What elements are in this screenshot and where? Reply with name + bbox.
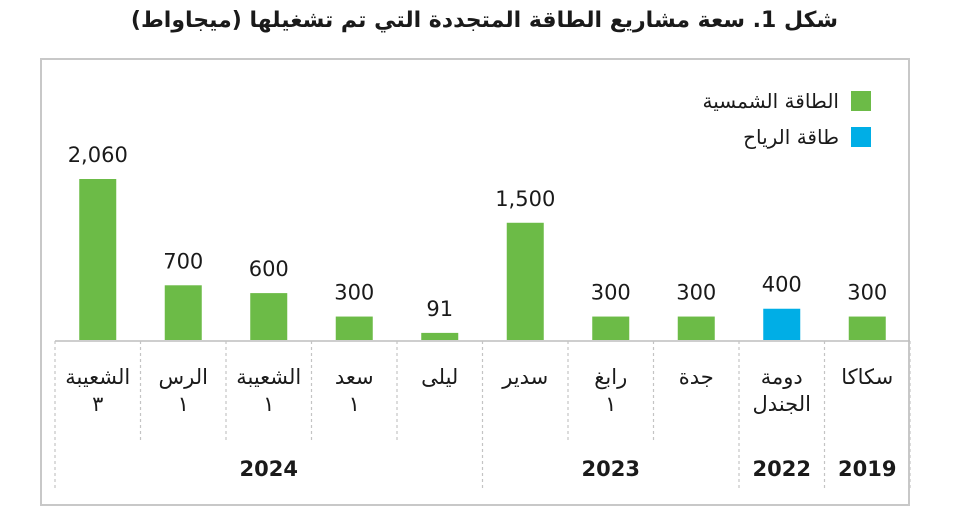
legend-swatch-solar (851, 91, 871, 111)
year-label-2022: 2022 (753, 457, 811, 481)
category-label-5: ليلى (421, 365, 458, 389)
data-label-6: 1,500 (495, 187, 555, 211)
category-label-4: سعد ١ (335, 365, 374, 416)
bar-4 (335, 316, 373, 340)
category-label-1: الشعيبة ٣ (65, 365, 130, 416)
year-label-2023: 2023 (582, 457, 640, 481)
data-label-3: 600 (249, 257, 289, 281)
data-label-9: 400 (762, 273, 802, 297)
bar-5 (421, 332, 459, 340)
legend-label-solar: الطاقة الشمسية (702, 89, 839, 113)
category-label-3: الشعيبة ١ (236, 365, 301, 416)
category-label-2: الرس ١ (159, 365, 208, 416)
category-label-10: سكاكا (841, 365, 893, 389)
legend-item-wind: طاقة الرياح (703, 119, 871, 155)
data-label-7: 300 (591, 281, 631, 305)
category-label-8: جدة (679, 365, 714, 389)
category-label-7: رابغ ١ (594, 365, 627, 416)
bar-7 (592, 316, 630, 340)
legend-item-solar: الطاقة الشمسية (703, 83, 871, 119)
data-label-8: 300 (676, 281, 716, 305)
bar-3 (250, 293, 288, 340)
legend-label-wind: طاقة الرياح (743, 125, 839, 149)
bar-1 (79, 179, 117, 340)
data-label-2: 700 (163, 249, 203, 273)
year-label-2024: 2024 (240, 457, 298, 481)
bar-2 (164, 285, 202, 340)
bar-6 (506, 222, 544, 340)
bar-10 (848, 316, 886, 340)
data-label-5: 91 (426, 297, 453, 321)
legend-swatch-wind (851, 127, 871, 147)
chart-title: شكل 1. سعة مشاريع الطاقة المتجددة التي ت… (130, 8, 839, 33)
bar-8 (677, 316, 715, 340)
legend: الطاقة الشمسية طاقة الرياح (703, 83, 871, 155)
chart-frame (40, 58, 910, 506)
category-label-6: سدير (501, 365, 548, 389)
bar-9 (763, 308, 801, 340)
category-label-9: دومة الجندل (753, 365, 811, 416)
data-label-10: 300 (847, 281, 887, 305)
year-label-2019: 2019 (838, 457, 896, 481)
data-label-1: 2,060 (68, 143, 128, 167)
data-label-4: 300 (334, 281, 374, 305)
